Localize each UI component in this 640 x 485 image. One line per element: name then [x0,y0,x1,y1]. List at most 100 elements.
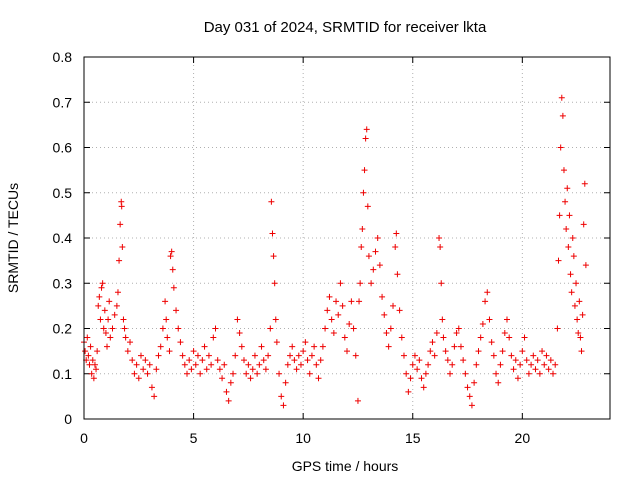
data-point [90,375,97,382]
data-point [468,402,475,409]
data-point [119,244,126,251]
data-point [82,348,89,355]
data-point [101,307,108,314]
data-point [344,348,350,355]
data-point [311,343,318,350]
data-point [444,357,451,364]
data-point [438,280,445,287]
data-point [127,339,134,346]
x-tick-label: 0 [80,430,88,446]
data-point [383,330,390,337]
data-point [260,357,267,364]
data-point [550,370,557,377]
data-point [471,379,478,386]
y-axis-ticks: 0 0.1 0.2 0.3 0.4 0.5 0.6 0.7 0.8 [53,49,610,427]
data-point [552,361,559,368]
data-point [570,253,577,260]
data-point [135,375,142,382]
data-point [365,253,372,260]
data-point [506,334,513,341]
data-point [519,348,526,355]
data-point [93,366,100,373]
data-point [442,348,449,355]
data-point [124,348,131,355]
data-point [368,280,375,287]
data-point [201,343,208,350]
data-point [484,289,491,296]
data-point [276,370,283,377]
data-point [302,339,309,346]
data-point [359,225,366,232]
data-point [133,361,140,368]
data-point [559,112,566,119]
data-point [144,370,151,377]
data-point [175,325,182,332]
data-point [214,357,221,364]
data-point [512,357,519,364]
data-point [449,361,456,368]
data-point [541,361,548,368]
data-point [566,212,573,219]
data-point [363,126,370,133]
y-tick-label: 0.6 [53,140,73,156]
data-point [556,212,563,219]
data-point [475,348,482,355]
data-point [166,348,173,355]
data-point [216,366,223,373]
data-point [89,357,96,364]
data-point [577,334,584,341]
y-tick-label: 0.2 [53,321,73,337]
data-point [495,379,502,386]
data-point [558,94,565,101]
data-point [477,334,484,341]
data-point [350,325,357,332]
data-point [486,316,493,323]
data-point [567,271,574,278]
data-point [457,343,464,350]
data-point [102,330,109,337]
data-point [300,348,307,355]
data-point [142,357,149,364]
data-point [508,352,515,359]
data-point [466,393,473,400]
data-point [197,370,204,377]
data-point [568,289,575,296]
data-point [98,284,105,291]
data-point [85,352,92,359]
data-point [564,185,571,192]
data-point [393,230,400,237]
data-point [356,298,363,305]
data-point [120,316,127,323]
data-point [317,357,324,364]
data-point [137,352,144,359]
data-point [407,375,414,382]
data-point [427,348,434,355]
data-point [400,352,407,359]
data-point [247,375,254,382]
data-point [113,302,120,309]
data-point [528,361,535,368]
data-point [234,316,241,323]
data-point [460,357,467,364]
data-point [330,330,337,337]
data-point [199,357,206,364]
data-point [100,325,107,332]
y-axis-label: SRMTID / TECUs [5,183,21,293]
data-point [262,366,269,373]
data-point [573,280,580,287]
data-point [510,366,517,373]
data-point [539,348,546,355]
data-point [159,325,166,332]
data-point [348,298,355,305]
data-point [381,311,388,318]
data-point [181,361,188,368]
data-point [536,370,543,377]
y-tick-label: 0 [64,411,72,427]
data-point [322,325,329,332]
data-point [326,293,333,300]
data-point [291,357,298,364]
data-point [88,370,95,377]
data-point [530,352,537,359]
data-point [131,370,138,377]
